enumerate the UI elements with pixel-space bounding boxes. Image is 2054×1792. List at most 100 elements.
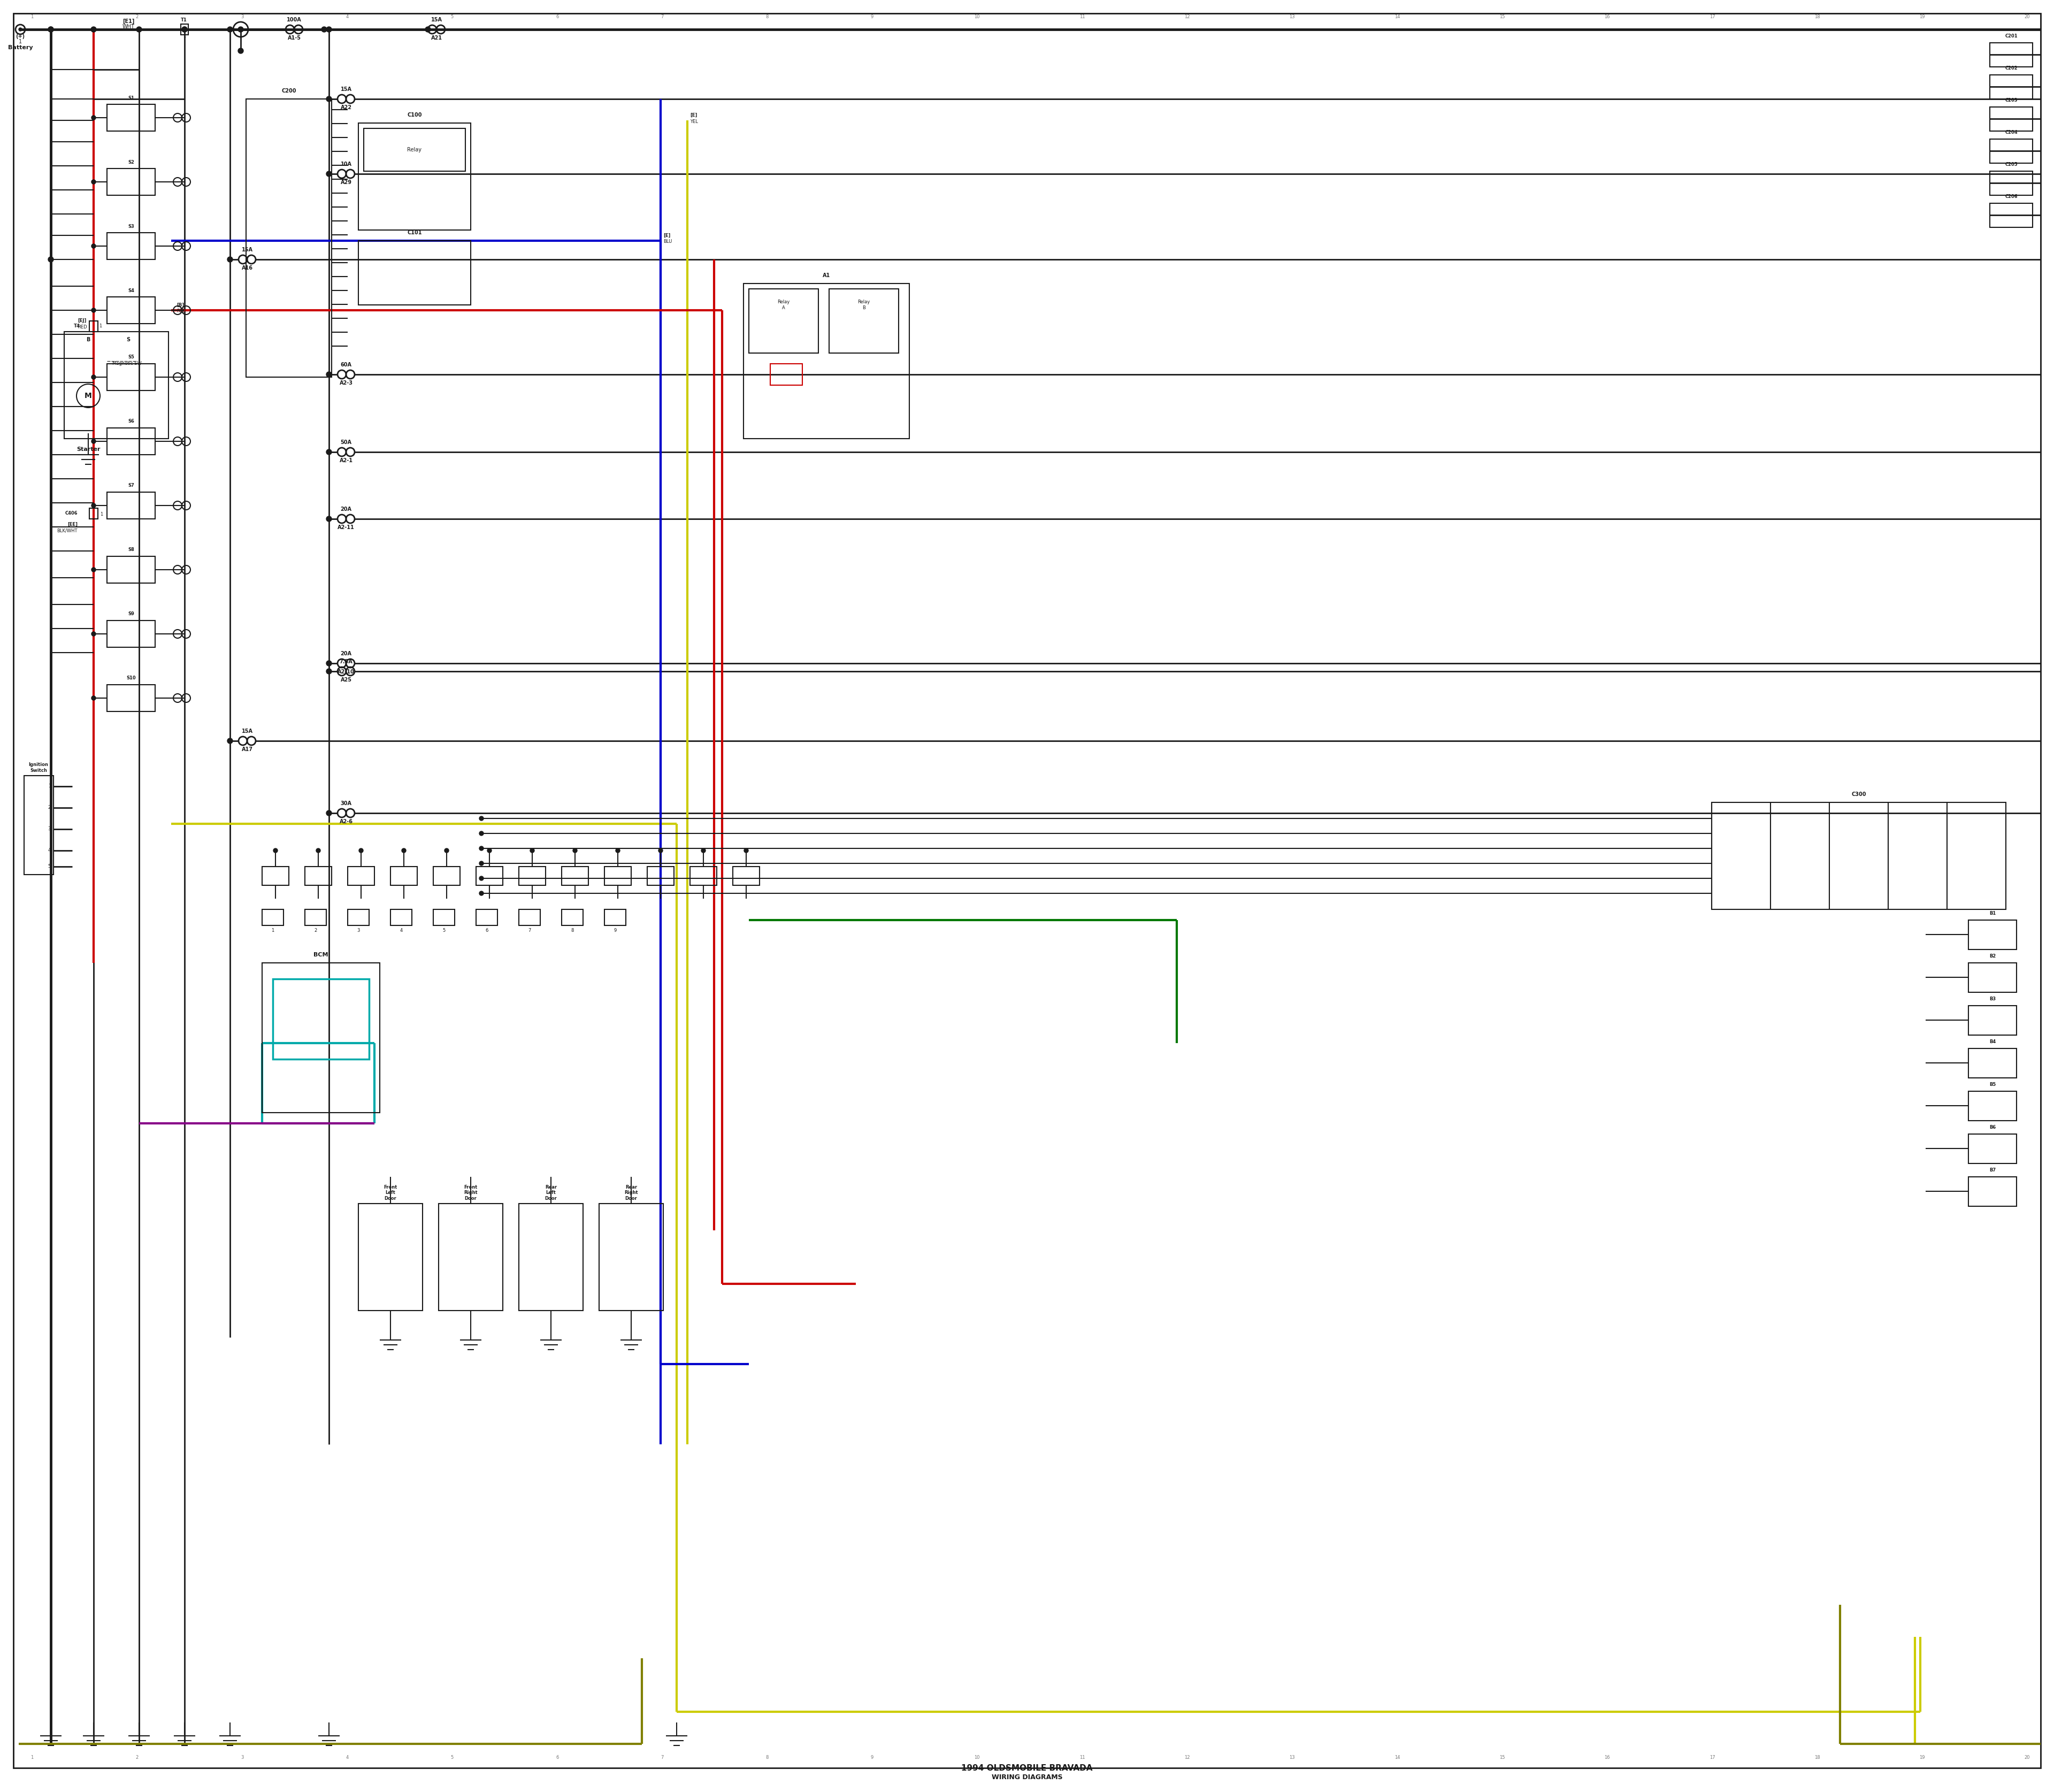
Bar <box>1968 919 2017 950</box>
Text: B5: B5 <box>1988 1082 1996 1088</box>
Circle shape <box>479 862 483 866</box>
Bar <box>364 129 466 172</box>
Bar <box>304 909 327 925</box>
Text: 2: 2 <box>47 805 51 810</box>
Text: 4: 4 <box>47 848 51 853</box>
Bar <box>440 1204 503 1310</box>
Circle shape <box>700 848 705 853</box>
Text: B3: B3 <box>1988 996 1996 1002</box>
Text: 10A: 10A <box>341 161 351 167</box>
Bar <box>263 962 380 1113</box>
Bar <box>64 332 168 439</box>
Bar <box>477 909 497 925</box>
Circle shape <box>228 256 232 262</box>
Bar <box>1990 108 2033 131</box>
Text: 17: 17 <box>1709 1754 1715 1760</box>
Circle shape <box>487 848 491 853</box>
Circle shape <box>327 97 331 102</box>
Circle shape <box>327 450 331 455</box>
Text: 3: 3 <box>240 1754 244 1760</box>
Text: S8: S8 <box>127 548 134 552</box>
Circle shape <box>327 810 331 815</box>
Circle shape <box>327 668 331 674</box>
Text: C205: C205 <box>2005 163 2017 167</box>
Text: 20A: 20A <box>341 650 351 656</box>
Text: 15: 15 <box>1499 1754 1506 1760</box>
Circle shape <box>92 439 97 443</box>
Text: [E1]: [E1] <box>123 18 134 23</box>
Circle shape <box>403 848 407 853</box>
Text: 20: 20 <box>2025 1754 2029 1760</box>
Circle shape <box>479 846 483 851</box>
Circle shape <box>47 256 53 262</box>
Bar <box>750 289 817 353</box>
Text: [B]: [B] <box>177 303 185 306</box>
Text: S: S <box>127 337 129 342</box>
Bar <box>1990 43 2033 66</box>
Text: Rear
Right
Door: Rear Right Door <box>624 1185 639 1201</box>
Bar <box>1968 1005 2017 1036</box>
Circle shape <box>92 633 97 636</box>
Circle shape <box>327 172 331 177</box>
Text: 3: 3 <box>47 826 51 831</box>
Text: RED: RED <box>177 308 187 314</box>
Text: 5: 5 <box>442 928 446 934</box>
Text: A22: A22 <box>341 106 351 109</box>
Bar <box>390 909 413 925</box>
Text: A2-10: A2-10 <box>337 668 355 674</box>
Bar <box>107 556 156 582</box>
Text: (+): (+) <box>16 34 25 39</box>
Bar <box>25 776 53 874</box>
Bar <box>433 909 454 925</box>
Circle shape <box>92 308 97 312</box>
Text: 4: 4 <box>401 928 403 934</box>
Text: WIRING DIAGRAMS: WIRING DIAGRAMS <box>992 1774 1062 1781</box>
Text: 2: 2 <box>314 928 316 934</box>
Text: 11: 11 <box>1078 14 1085 20</box>
Text: S3: S3 <box>127 224 134 229</box>
Text: 1: 1 <box>183 34 187 39</box>
Circle shape <box>316 848 320 853</box>
Bar <box>347 909 370 925</box>
Bar <box>433 867 460 885</box>
Circle shape <box>183 27 187 32</box>
Circle shape <box>238 27 242 32</box>
Bar <box>561 909 583 925</box>
Bar <box>1968 962 2017 993</box>
Text: 18: 18 <box>1814 1754 1820 1760</box>
Text: C202: C202 <box>2005 66 2017 72</box>
Text: 1: 1 <box>47 783 51 788</box>
Circle shape <box>425 27 431 32</box>
Circle shape <box>18 29 23 30</box>
Text: 1: 1 <box>99 324 103 328</box>
Bar <box>246 99 331 376</box>
Text: 5: 5 <box>450 1754 454 1760</box>
Circle shape <box>659 848 663 853</box>
Bar <box>107 233 156 260</box>
Text: 14: 14 <box>1395 14 1401 20</box>
Text: BCM: BCM <box>314 952 329 957</box>
Bar <box>263 909 283 925</box>
Circle shape <box>530 848 534 853</box>
Text: 50A: 50A <box>341 439 351 444</box>
Text: 20: 20 <box>2025 14 2029 20</box>
Text: 11: 11 <box>1078 1754 1085 1760</box>
Circle shape <box>327 516 331 521</box>
Text: 7.5A: 7.5A <box>339 659 353 665</box>
Text: S2: S2 <box>127 159 134 165</box>
Bar <box>181 23 189 34</box>
Text: 15A: 15A <box>242 729 253 735</box>
Text: 12: 12 <box>1185 14 1189 20</box>
Circle shape <box>92 244 97 249</box>
Bar <box>263 867 290 885</box>
Text: 2: 2 <box>136 14 138 20</box>
Bar <box>107 428 156 455</box>
Text: 1: 1 <box>101 513 103 518</box>
Text: BLK/WHT: BLK/WHT <box>58 529 78 532</box>
Text: A2-11: A2-11 <box>337 525 355 530</box>
Text: 1: 1 <box>18 39 23 45</box>
Text: T1: T1 <box>181 18 187 22</box>
Text: C206: C206 <box>2005 195 2017 199</box>
Text: 15A: 15A <box>341 86 351 91</box>
Text: A1-5: A1-5 <box>288 36 300 41</box>
